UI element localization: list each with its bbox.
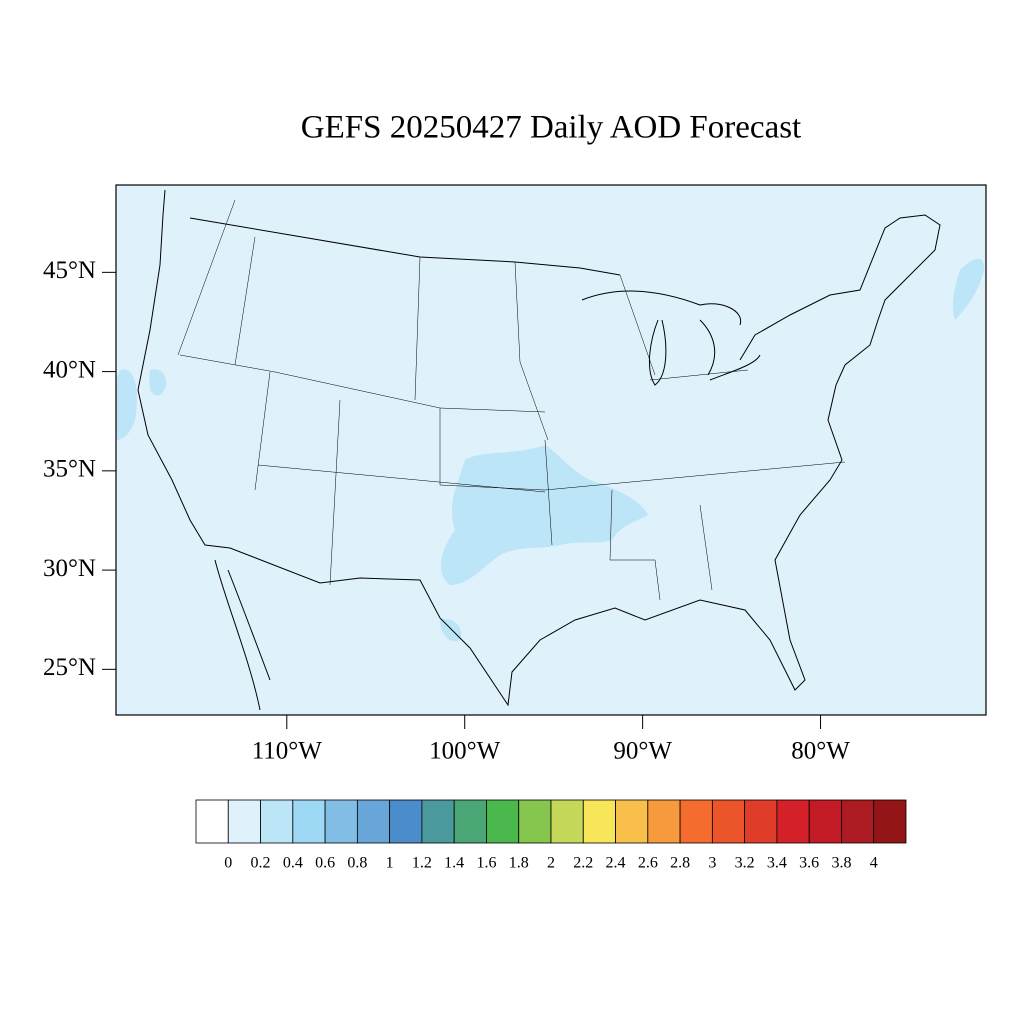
- x-tick-label: 100°W: [429, 738, 500, 765]
- y-tick-label: 40°N: [43, 356, 96, 383]
- colorbar-box: [292, 799, 326, 844]
- colorbar-label: 1.8: [509, 855, 529, 872]
- state-borders: [177, 199, 846, 601]
- aod-patches: [116, 258, 985, 642]
- y-tick-label: 35°N: [43, 456, 96, 483]
- colorbar-box: [324, 799, 358, 844]
- colorbar-box: [453, 799, 487, 844]
- colorbar-label: 0.2: [251, 855, 271, 872]
- colorbar-label: 2: [547, 855, 555, 872]
- colorbar-box: [486, 799, 520, 844]
- colorbar-label: 3.8: [831, 855, 851, 872]
- map-title: GEFS 20250427 Daily AOD Forecast: [301, 110, 801, 146]
- colorbar-box: [873, 799, 907, 844]
- colorbar-box: [518, 799, 552, 844]
- colorbar-label: 3.2: [735, 855, 755, 872]
- colorbar-box: [195, 799, 229, 844]
- colorbar-label: 0: [224, 855, 232, 872]
- y-tick-label: 30°N: [43, 555, 96, 582]
- colorbar-label: 2.2: [573, 855, 593, 872]
- colorbar-box: [356, 799, 391, 844]
- colorbar-label: 4: [870, 855, 878, 872]
- colorbar-box: [841, 799, 875, 844]
- colorbar-label: 1: [386, 855, 394, 872]
- colorbar-box: [711, 799, 746, 844]
- colorbar-label: 2.6: [638, 855, 658, 872]
- colorbar-box: [744, 799, 778, 844]
- colorbar-box: [389, 799, 423, 844]
- colorbar-label: 0.4: [283, 855, 303, 872]
- colorbar-label: 1.6: [476, 855, 496, 872]
- colorbar-label: 3.6: [799, 855, 819, 872]
- colorbar-label: 0.8: [347, 855, 367, 872]
- colorbar-box: [260, 799, 294, 844]
- colorbar-label: 2.8: [670, 855, 690, 872]
- colorbar-label: 3: [708, 855, 716, 872]
- x-tick-label: 80°W: [791, 738, 850, 765]
- colorbar-box: [647, 799, 681, 844]
- colorbar-box: [679, 799, 713, 844]
- colorbar-box: [550, 799, 584, 844]
- colorbar-box: [808, 799, 842, 844]
- x-tick-label: 90°W: [613, 738, 672, 765]
- colorbar-box: [615, 799, 649, 844]
- y-tick-label: 45°N: [43, 257, 96, 284]
- x-tick-label: 110°W: [252, 738, 323, 765]
- colorbar-box: [421, 799, 455, 844]
- colorbar-box: [776, 799, 810, 844]
- colorbar-box: [582, 799, 616, 844]
- colorbar-box: [227, 799, 261, 844]
- colorbar-label: 2.4: [606, 855, 626, 872]
- colorbar-label: 1.2: [412, 855, 432, 872]
- colorbar-label: 1.4: [444, 855, 464, 872]
- map-frame: [115, 184, 987, 716]
- colorbar-label: 3.4: [767, 855, 787, 872]
- colorbar-label: 0.6: [315, 855, 335, 872]
- y-tick-label: 25°N: [43, 654, 96, 681]
